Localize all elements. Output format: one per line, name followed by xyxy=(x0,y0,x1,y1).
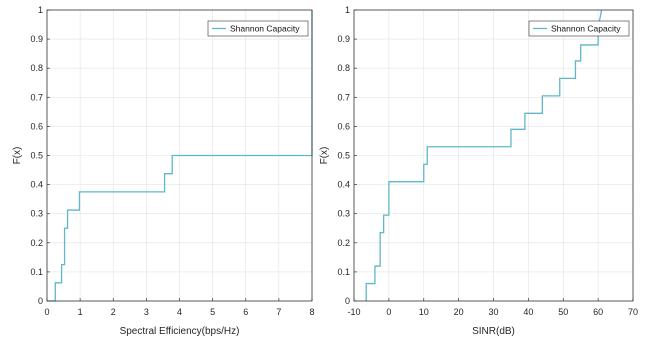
chart-2: -10 0 10 20 30 40 50 60 7000.10.20.30.40.50.60.7… xyxy=(319,5,638,337)
x-tick-label: 7 xyxy=(276,307,281,317)
series-line xyxy=(47,10,313,302)
x-tick-label: 1 xyxy=(78,307,83,317)
y-tick-label: 0.5 xyxy=(337,151,350,161)
x-tick-label: 4 xyxy=(177,307,182,317)
y-tick-label: 0.3 xyxy=(337,209,350,219)
legend-box xyxy=(207,20,309,37)
x-tick-label: 2 xyxy=(111,307,116,317)
y-tick-label: 0.8 xyxy=(337,63,350,73)
x-tick-label: 8 xyxy=(309,307,314,317)
y-tick-label: 0.8 xyxy=(30,63,43,73)
y-tick-label: 0.9 xyxy=(337,34,350,44)
x-tick-label: -10 xyxy=(347,307,360,317)
y-tick-label: 0.1 xyxy=(30,267,43,277)
x-tick-label: 6 xyxy=(243,307,248,317)
series-line xyxy=(365,9,603,301)
y-tick-label: 0.2 xyxy=(337,238,350,248)
plot-frame xyxy=(353,9,634,302)
x-tick-label: 60 xyxy=(593,307,603,317)
legend-label: Shannon Capacity xyxy=(230,24,300,34)
y-axis-label: F(x) xyxy=(12,147,23,165)
y-tick-label: 0.6 xyxy=(337,121,350,131)
y-tick-label: 0.3 xyxy=(30,209,43,219)
y-tick-label: 0.2 xyxy=(30,238,43,248)
x-tick-label: 3 xyxy=(144,307,149,317)
y-tick-label: 1 xyxy=(345,5,350,15)
y-tick-label: 0 xyxy=(345,296,350,306)
x-tick-label: 5 xyxy=(210,307,215,317)
x-axis-label: SINR(dB) xyxy=(472,326,515,337)
y-tick-label: 0.7 xyxy=(337,92,350,102)
y-tick-label: 0.6 xyxy=(30,121,43,131)
y-tick-label: 0.1 xyxy=(337,267,350,277)
x-tick-label: 70 xyxy=(628,307,638,317)
y-tick-label: 1 xyxy=(38,5,43,15)
y-tick-label: 0.4 xyxy=(337,180,350,190)
x-tick-label: 40 xyxy=(523,307,533,317)
x-tick-label: 20 xyxy=(454,307,464,317)
x-axis-label: Spectral Efficiency(bps/Hz) xyxy=(120,326,240,337)
y-tick-label: 0.9 xyxy=(30,34,43,44)
legend: Shannon Capacity xyxy=(207,20,309,37)
chart-1: 0 1 2 3 4 5 6 7 8 0 0.1 0.2 0.3 0.4 0.5 0.6 0.7 0.8 0.9 1 Sp… xyxy=(12,5,315,337)
x-tick-label: 10 xyxy=(419,307,429,317)
y-axis-label: F(x) xyxy=(319,147,330,165)
x-tick-label: 0 xyxy=(386,307,391,317)
y-tick-label: 0 xyxy=(38,296,43,306)
x-tick-label: 0 xyxy=(44,307,49,317)
y-tick-label: 0.4 xyxy=(30,180,43,190)
y-tick-label: 0.7 xyxy=(30,92,43,102)
y-tick-label: 0.5 xyxy=(30,151,43,161)
legend: Shannon Capacity xyxy=(528,20,630,37)
legend-box xyxy=(528,20,630,37)
legend-label: Shannon Capacity xyxy=(551,24,621,34)
x-tick-label: 30 xyxy=(488,307,498,317)
x-tick-label: 50 xyxy=(558,307,568,317)
plot-frame xyxy=(46,9,313,302)
